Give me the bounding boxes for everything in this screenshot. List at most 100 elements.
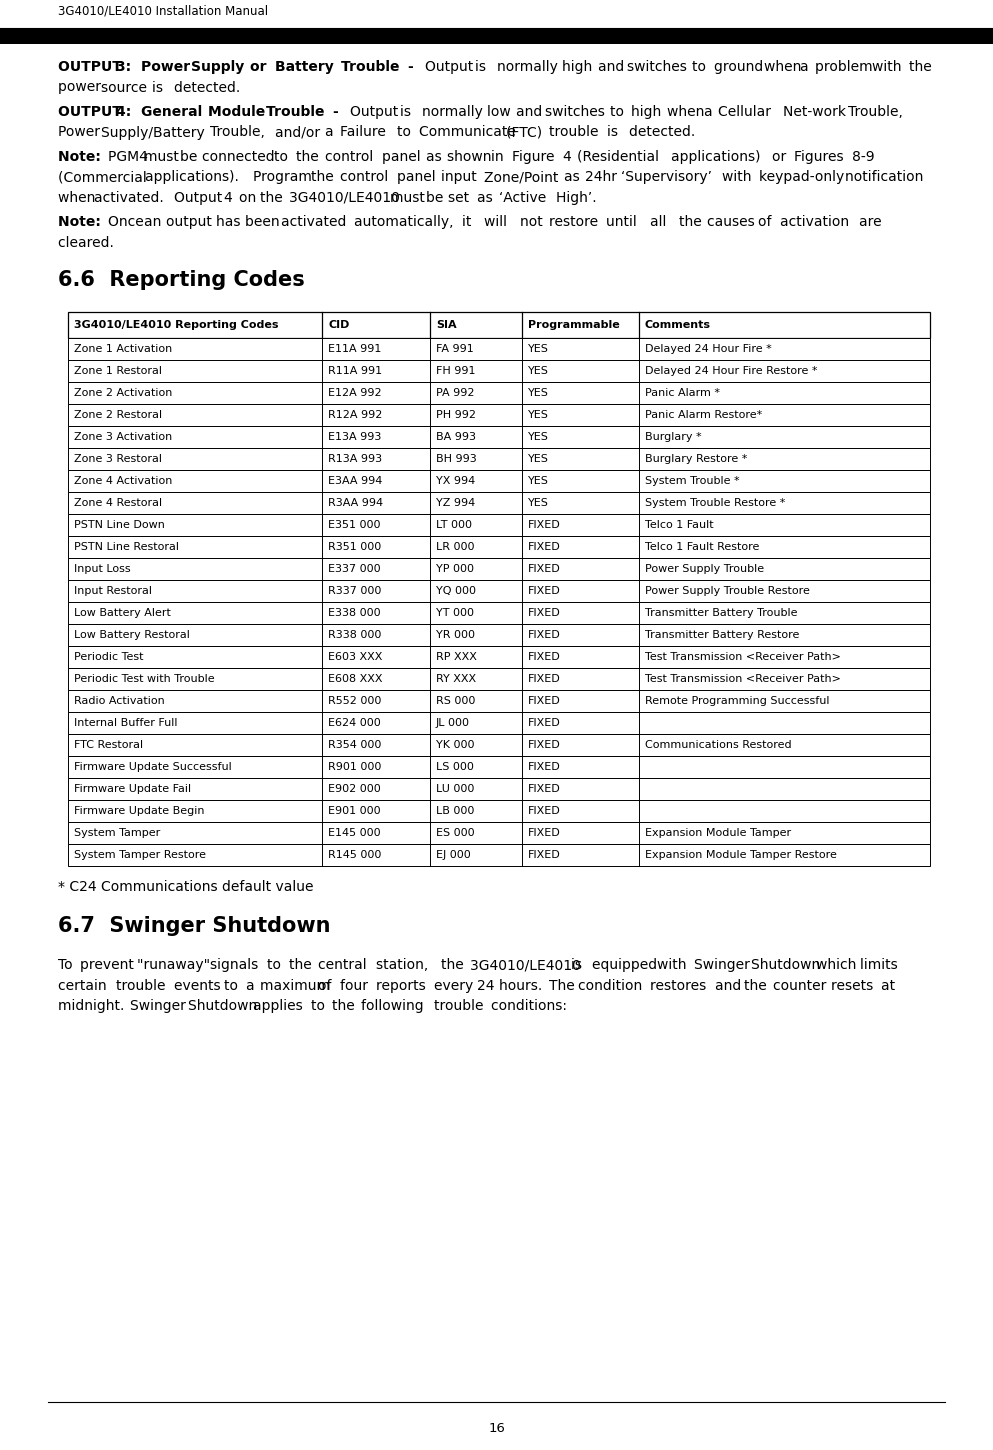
Text: R3AA 994: R3AA 994 (329, 497, 383, 507)
Text: the: the (744, 979, 772, 992)
Text: the: the (296, 149, 323, 164)
Text: R11A 991: R11A 991 (329, 365, 382, 376)
Text: low: low (487, 104, 515, 119)
Text: ‘Active: ‘Active (498, 191, 550, 204)
Text: 24hr: 24hr (585, 171, 622, 184)
Text: switches: switches (545, 104, 609, 119)
Text: Cellular: Cellular (718, 104, 776, 119)
Bar (68, 536, 930, 558)
Bar (68, 822, 930, 844)
Text: PH 992: PH 992 (436, 410, 476, 420)
Text: Zone 2 Activation: Zone 2 Activation (74, 389, 173, 397)
Text: Zone 3 Activation: Zone 3 Activation (74, 432, 172, 442)
Text: midnight.: midnight. (58, 999, 129, 1014)
Text: Zone 3 Restoral: Zone 3 Restoral (74, 454, 162, 464)
Text: JL 000: JL 000 (436, 718, 470, 728)
Text: Periodic Test with Trouble: Periodic Test with Trouble (74, 674, 214, 684)
Bar (68, 647, 930, 668)
Text: with: with (723, 171, 757, 184)
Text: E351 000: E351 000 (329, 521, 380, 531)
Text: Delayed 24 Hour Fire Restore *: Delayed 24 Hour Fire Restore * (644, 365, 817, 376)
Text: Swinger: Swinger (130, 999, 191, 1014)
Text: FTC Restoral: FTC Restoral (74, 740, 143, 750)
Text: Panic Alarm Restore*: Panic Alarm Restore* (644, 410, 762, 420)
Text: automatically,: automatically, (354, 216, 458, 229)
Text: YX 994: YX 994 (436, 476, 476, 486)
Text: RS 000: RS 000 (436, 696, 476, 706)
Bar (68, 602, 930, 624)
Text: FIXED: FIXED (528, 652, 561, 663)
Text: Zone 4 Restoral: Zone 4 Restoral (74, 497, 162, 507)
Text: signals: signals (210, 958, 262, 972)
Text: high: high (562, 59, 597, 74)
Text: 6.7  Swinger Shutdown: 6.7 Swinger Shutdown (58, 916, 331, 937)
Text: Power Supply Trouble Restore: Power Supply Trouble Restore (644, 586, 809, 596)
Bar (68, 405, 930, 426)
Text: (Commercial: (Commercial (58, 171, 151, 184)
Text: a: a (326, 126, 339, 139)
Text: E901 000: E901 000 (329, 806, 381, 816)
Text: Expansion Module Tamper: Expansion Module Tamper (644, 828, 790, 838)
Text: 3:: 3: (116, 59, 136, 74)
Text: Power: Power (141, 59, 196, 74)
Text: -: - (408, 59, 419, 74)
Text: Zone 1 Activation: Zone 1 Activation (74, 344, 172, 354)
Text: Trouble: Trouble (342, 59, 405, 74)
Text: FIXED: FIXED (528, 696, 561, 706)
Text: 6.6  Reporting Codes: 6.6 Reporting Codes (58, 271, 305, 290)
Text: To: To (58, 958, 77, 972)
Text: Communicate: Communicate (419, 126, 520, 139)
Text: keypad-only: keypad-only (759, 171, 848, 184)
Text: cleared.: cleared. (58, 236, 118, 249)
Text: ground: ground (714, 59, 768, 74)
Text: Zone 2 Restoral: Zone 2 Restoral (74, 410, 162, 420)
Text: will: will (484, 216, 511, 229)
Bar (68, 712, 930, 734)
Bar (68, 668, 930, 690)
Text: all: all (649, 216, 670, 229)
Text: YES: YES (528, 389, 549, 397)
Text: System Tamper Restore: System Tamper Restore (74, 850, 206, 860)
Text: Test Transmission <Receiver Path>: Test Transmission <Receiver Path> (644, 652, 840, 663)
Text: R337 000: R337 000 (329, 586, 381, 596)
Text: Net-work: Net-work (783, 104, 850, 119)
Text: ‘Supervisory’: ‘Supervisory’ (622, 171, 717, 184)
Text: Delayed 24 Hour Fire *: Delayed 24 Hour Fire * (644, 344, 772, 354)
Text: System Trouble Restore *: System Trouble Restore * (644, 497, 785, 507)
Text: PSTN Line Restoral: PSTN Line Restoral (74, 542, 179, 552)
Text: R145 000: R145 000 (329, 850, 381, 860)
Text: restores: restores (650, 979, 711, 992)
Text: Test Transmission <Receiver Path>: Test Transmission <Receiver Path> (644, 674, 840, 684)
Text: central: central (318, 958, 371, 972)
Text: System Tamper: System Tamper (74, 828, 160, 838)
Text: BH 993: BH 993 (436, 454, 477, 464)
Text: connected: connected (202, 149, 279, 164)
Text: FIXED: FIXED (528, 806, 561, 816)
Text: has: has (216, 216, 245, 229)
Text: CID: CID (329, 320, 350, 331)
Text: Output: Output (350, 104, 402, 119)
Text: normally: normally (496, 59, 562, 74)
Text: Trouble: Trouble (266, 104, 330, 119)
Text: FIXED: FIXED (528, 586, 561, 596)
Text: The: The (549, 979, 579, 992)
Text: detected.: detected. (629, 126, 699, 139)
Text: Swinger: Swinger (693, 958, 754, 972)
Text: E902 000: E902 000 (329, 784, 381, 795)
Text: YK 000: YK 000 (436, 740, 475, 750)
Text: Low Battery Alert: Low Battery Alert (74, 608, 171, 618)
Text: high: high (632, 104, 666, 119)
Text: Comments: Comments (644, 320, 711, 331)
Text: OUTPUT: OUTPUT (58, 104, 127, 119)
Bar (68, 513, 930, 536)
Text: E12A 992: E12A 992 (329, 389, 382, 397)
Bar (68, 470, 930, 492)
Text: Supply/Battery: Supply/Battery (101, 126, 210, 139)
Text: OUTPUT: OUTPUT (58, 59, 127, 74)
Text: to: to (224, 979, 242, 992)
Text: LU 000: LU 000 (436, 784, 475, 795)
Bar (68, 381, 930, 405)
Text: FA 991: FA 991 (436, 344, 474, 354)
Text: FIXED: FIXED (528, 763, 561, 771)
Text: Output: Output (174, 191, 226, 204)
